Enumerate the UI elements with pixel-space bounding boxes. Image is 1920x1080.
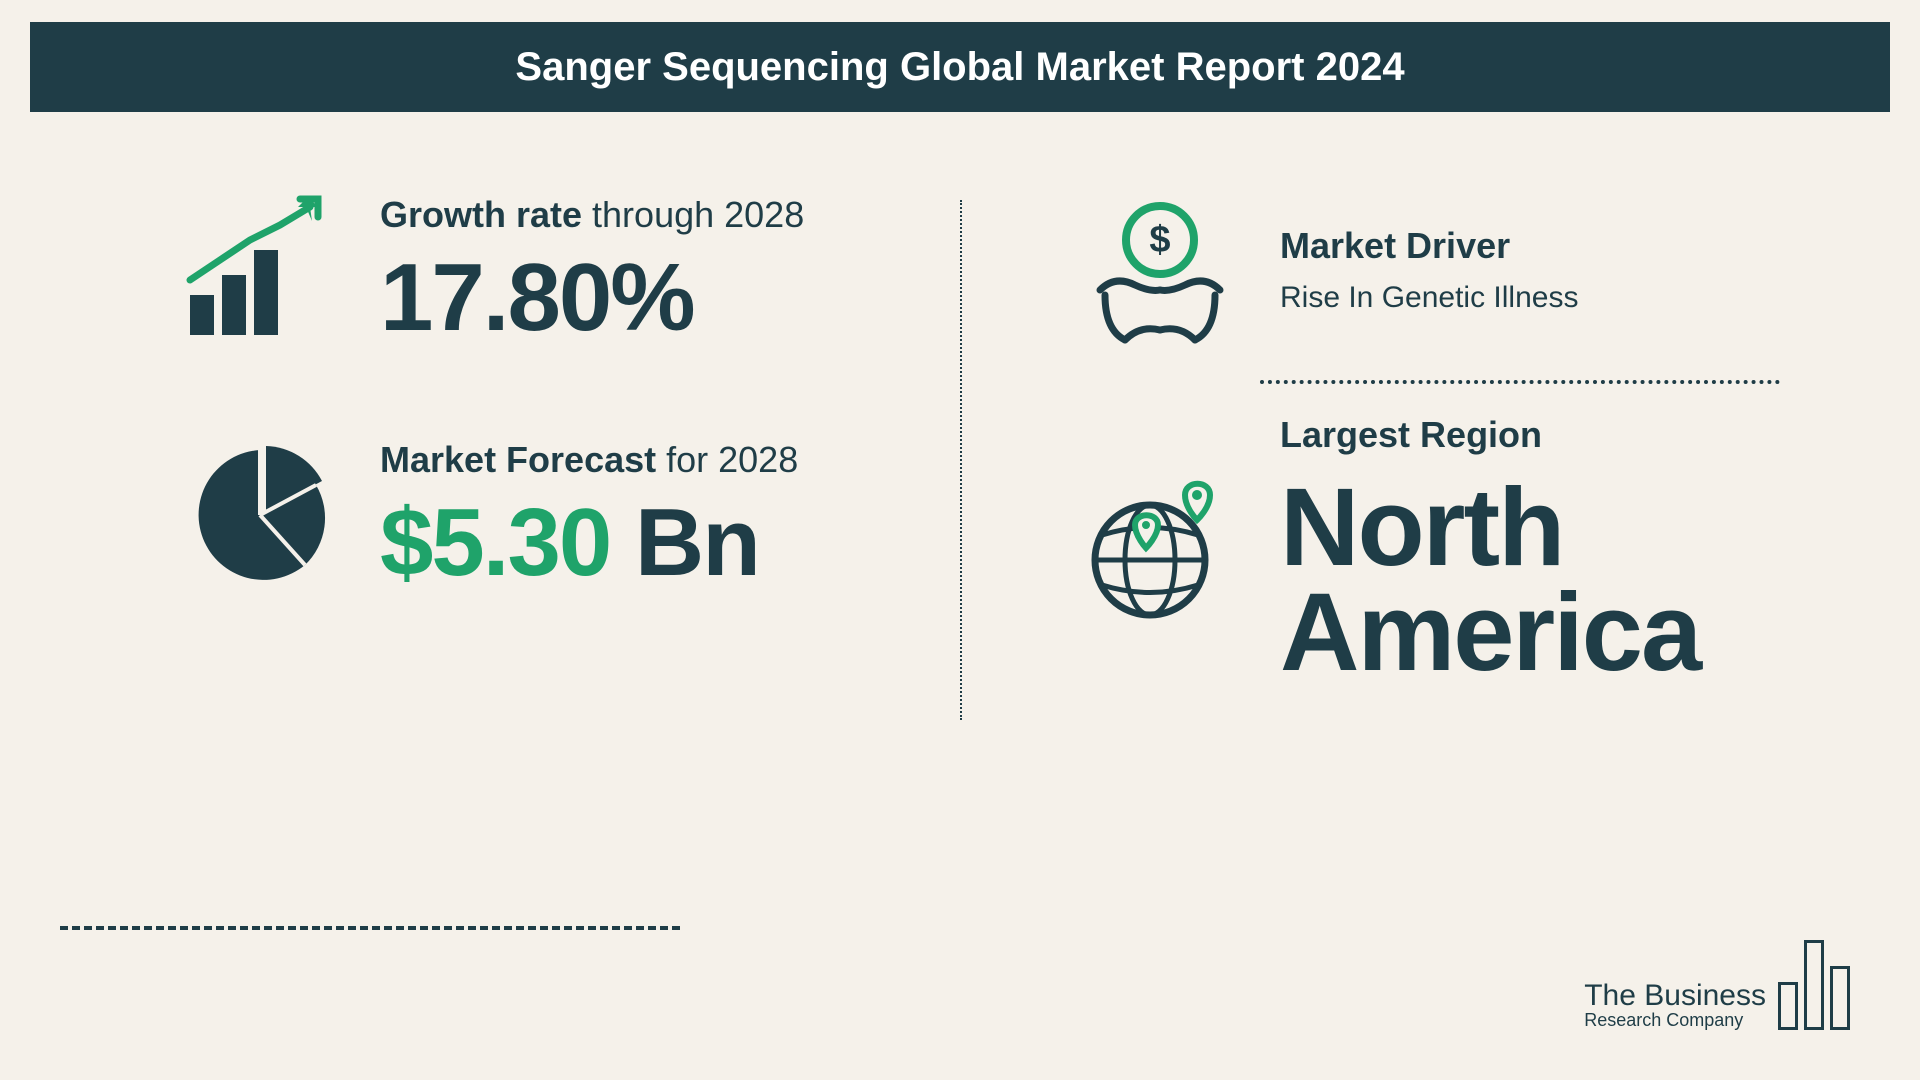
growth-number: 17.80 — [380, 244, 610, 351]
company-logo: The Business Research Company — [1584, 940, 1850, 1030]
forecast-currency: $ — [380, 489, 431, 596]
growth-label: Growth rate through 2028 — [380, 194, 920, 236]
forecast-value: $5.30 Bn — [380, 495, 920, 591]
forecast-text: Market Forecast for 2028 $5.30 Bn — [380, 439, 920, 591]
growth-unit: % — [610, 244, 693, 351]
region-label: Largest Region — [1280, 414, 1860, 456]
forecast-number: 5.30 — [431, 489, 610, 596]
growth-label-bold: Growth rate — [380, 194, 582, 235]
forecast-label-rest: for 2028 — [656, 439, 798, 480]
region-label-text: Largest Region — [1280, 414, 1542, 455]
driver-value: Rise In Genetic Illness — [1280, 281, 1860, 315]
logo-line1: The Business — [1584, 979, 1766, 1012]
growth-value: 17.80% — [380, 250, 920, 346]
growth-label-rest: through 2028 — [582, 194, 804, 235]
pie-chart-icon — [180, 435, 340, 595]
hands-coin-icon: $ — [1080, 190, 1240, 350]
driver-label-text: Market Driver — [1280, 225, 1510, 266]
forecast-section: Market Forecast for 2028 $5.30 Bn — [180, 435, 920, 595]
growth-section: Growth rate through 2028 17.80% — [180, 190, 920, 350]
logo-text: The Business Research Company — [1584, 980, 1766, 1030]
logo-bars-icon — [1778, 940, 1850, 1030]
svg-text:$: $ — [1149, 219, 1170, 261]
growth-chart-icon — [180, 190, 340, 350]
globe-pins-icon — [1080, 470, 1240, 630]
right-dotted-divider — [1260, 380, 1780, 384]
header-bar: Sanger Sequencing Global Market Report 2… — [30, 22, 1890, 112]
growth-text: Growth rate through 2028 17.80% — [380, 194, 920, 346]
horizontal-dashed-divider — [60, 926, 680, 930]
forecast-unit: Bn — [610, 489, 759, 596]
forecast-label: Market Forecast for 2028 — [380, 439, 920, 481]
driver-text-box: Market Driver Rise In Genetic Illness — [1280, 225, 1860, 315]
region-value: North America — [1280, 476, 1860, 685]
driver-section: $ Market Driver Rise In Genetic Illness — [1080, 190, 1860, 350]
driver-label: Market Driver — [1280, 225, 1860, 267]
forecast-label-bold: Market Forecast — [380, 439, 656, 480]
logo-line2: Research Company — [1584, 1011, 1766, 1030]
page-title: Sanger Sequencing Global Market Report 2… — [515, 45, 1404, 90]
region-text-box: Largest Region North America — [1280, 414, 1860, 685]
left-column: Growth rate through 2028 17.80% — [0, 150, 960, 1080]
vertical-dotted-divider — [960, 200, 962, 720]
region-section: Largest Region North America — [1080, 414, 1860, 685]
region-line2: America — [1280, 571, 1700, 694]
